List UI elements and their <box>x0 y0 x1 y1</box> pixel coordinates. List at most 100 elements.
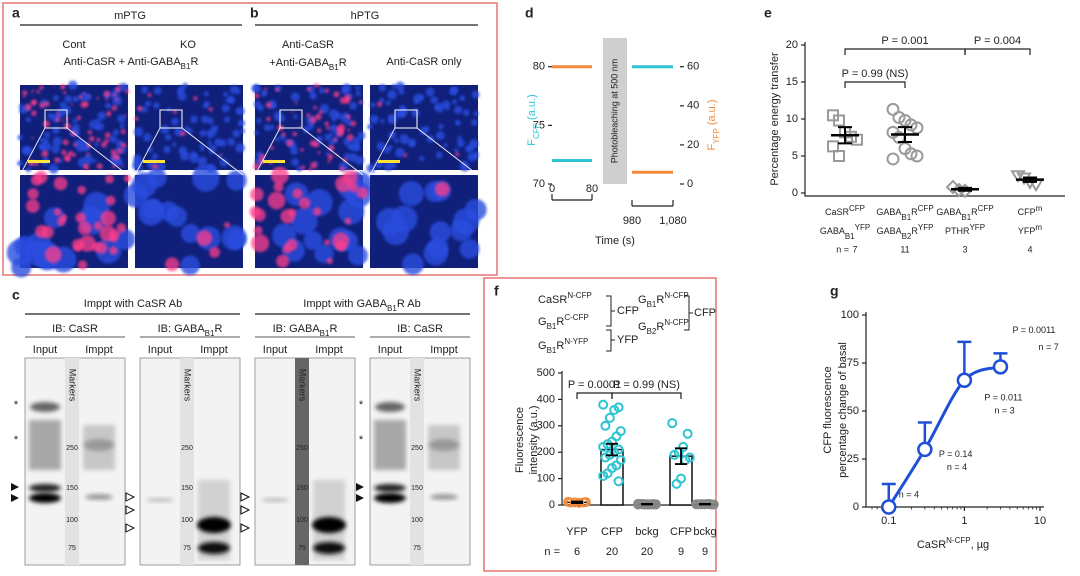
n-label: 7 <box>852 244 857 254</box>
text-part: N-CFP <box>567 291 591 300</box>
stain <box>87 94 91 97</box>
y-tick-label: 300 <box>537 420 555 432</box>
text-part: m <box>1036 204 1043 213</box>
text-part: R <box>214 323 222 335</box>
arrowhead <box>240 505 251 515</box>
text-part: F <box>526 139 538 146</box>
nucleus <box>23 146 33 156</box>
zoom-line <box>19 127 46 176</box>
x-tick-label: 1 <box>961 515 967 527</box>
text-part: G <box>638 321 647 333</box>
y-tick-label: 400 <box>537 393 555 405</box>
nucleus <box>256 118 262 124</box>
data-point <box>609 404 620 415</box>
stain <box>30 100 36 106</box>
nucleus <box>109 135 118 143</box>
nucleus <box>385 100 391 106</box>
y-tick-label: 20 <box>687 139 699 151</box>
label: Input <box>148 344 172 356</box>
nucleus <box>237 119 246 127</box>
text-part: IB: GABA <box>273 323 321 335</box>
smear <box>374 420 406 470</box>
stain <box>253 163 260 170</box>
marker-strip <box>180 358 194 565</box>
stain <box>86 143 91 148</box>
nucleus <box>378 84 387 92</box>
axis <box>804 42 1065 197</box>
data-point <box>598 399 609 410</box>
stain <box>434 181 450 197</box>
p-value: P = 0.99 (NS) <box>613 379 680 391</box>
nucleus <box>309 91 317 100</box>
x-tick-label: PTHRYFP <box>945 223 985 237</box>
y-tick-label: 0 <box>792 187 798 199</box>
stain <box>67 150 74 157</box>
y-tick-label: 20 <box>786 39 798 51</box>
x-tick-label: CFP <box>601 526 623 538</box>
label: +Anti-GABAB1R <box>269 57 346 72</box>
x-tick-label: 0.1 <box>881 515 896 527</box>
nucleus <box>455 120 460 125</box>
text-part: Imppt with GABA <box>303 298 387 310</box>
nucleus <box>303 231 323 251</box>
band <box>261 498 289 502</box>
text-part: +Anti-GABA <box>269 57 329 69</box>
stain <box>318 137 321 141</box>
stain <box>76 115 82 121</box>
stain <box>342 157 348 163</box>
text-part: R <box>556 340 564 352</box>
data-point <box>613 476 624 487</box>
y-tick-label: 200 <box>537 446 555 458</box>
stain <box>313 83 319 88</box>
stain <box>77 185 86 195</box>
label: KO <box>180 39 196 51</box>
nucleus <box>293 114 298 119</box>
nucleus <box>398 180 424 207</box>
comparison-bracket <box>964 48 1031 55</box>
stain <box>324 121 330 127</box>
stain <box>275 87 280 92</box>
stain <box>24 103 32 111</box>
text-part: R <box>656 321 664 333</box>
text-part: N-CFP <box>664 318 688 327</box>
nucleus <box>25 241 50 266</box>
stain <box>52 84 55 87</box>
text-part: CFP <box>1018 207 1036 217</box>
n-label: 20 <box>641 546 653 558</box>
data-point <box>910 149 924 163</box>
key-bracket <box>606 295 615 327</box>
stain <box>44 246 62 264</box>
stain <box>30 91 33 94</box>
key-entry: CaSRN-CFP <box>538 291 592 306</box>
nucleus <box>153 86 162 95</box>
nucleus <box>275 136 280 142</box>
x-tick-label: 1,080 <box>659 215 687 227</box>
roi-box <box>44 109 68 129</box>
stain <box>27 188 39 200</box>
stain <box>359 100 363 104</box>
panel-label: d <box>525 5 534 21</box>
smear <box>29 420 61 470</box>
nucleus <box>147 146 154 153</box>
stain <box>115 98 119 102</box>
stain <box>100 210 116 227</box>
text-part: (a.u.) <box>706 99 718 128</box>
stain <box>59 213 68 222</box>
key-group: YFP <box>617 334 638 346</box>
stain <box>317 128 322 133</box>
markers-label: Markers <box>413 369 423 402</box>
nucleus <box>160 124 170 134</box>
x-tick-label: CaSRCFP <box>825 204 865 218</box>
nucleus <box>329 124 338 133</box>
nucleus <box>17 134 23 141</box>
text-part: GABA <box>876 207 901 217</box>
nucleus <box>221 104 230 113</box>
nucleus <box>147 168 167 188</box>
nucleus <box>11 257 32 278</box>
stain <box>300 165 306 170</box>
stain <box>312 207 322 216</box>
n-label: 11 <box>900 244 909 254</box>
nucleus <box>25 117 31 123</box>
roi-box <box>159 109 183 129</box>
x-tick-label: 80 <box>586 183 598 195</box>
